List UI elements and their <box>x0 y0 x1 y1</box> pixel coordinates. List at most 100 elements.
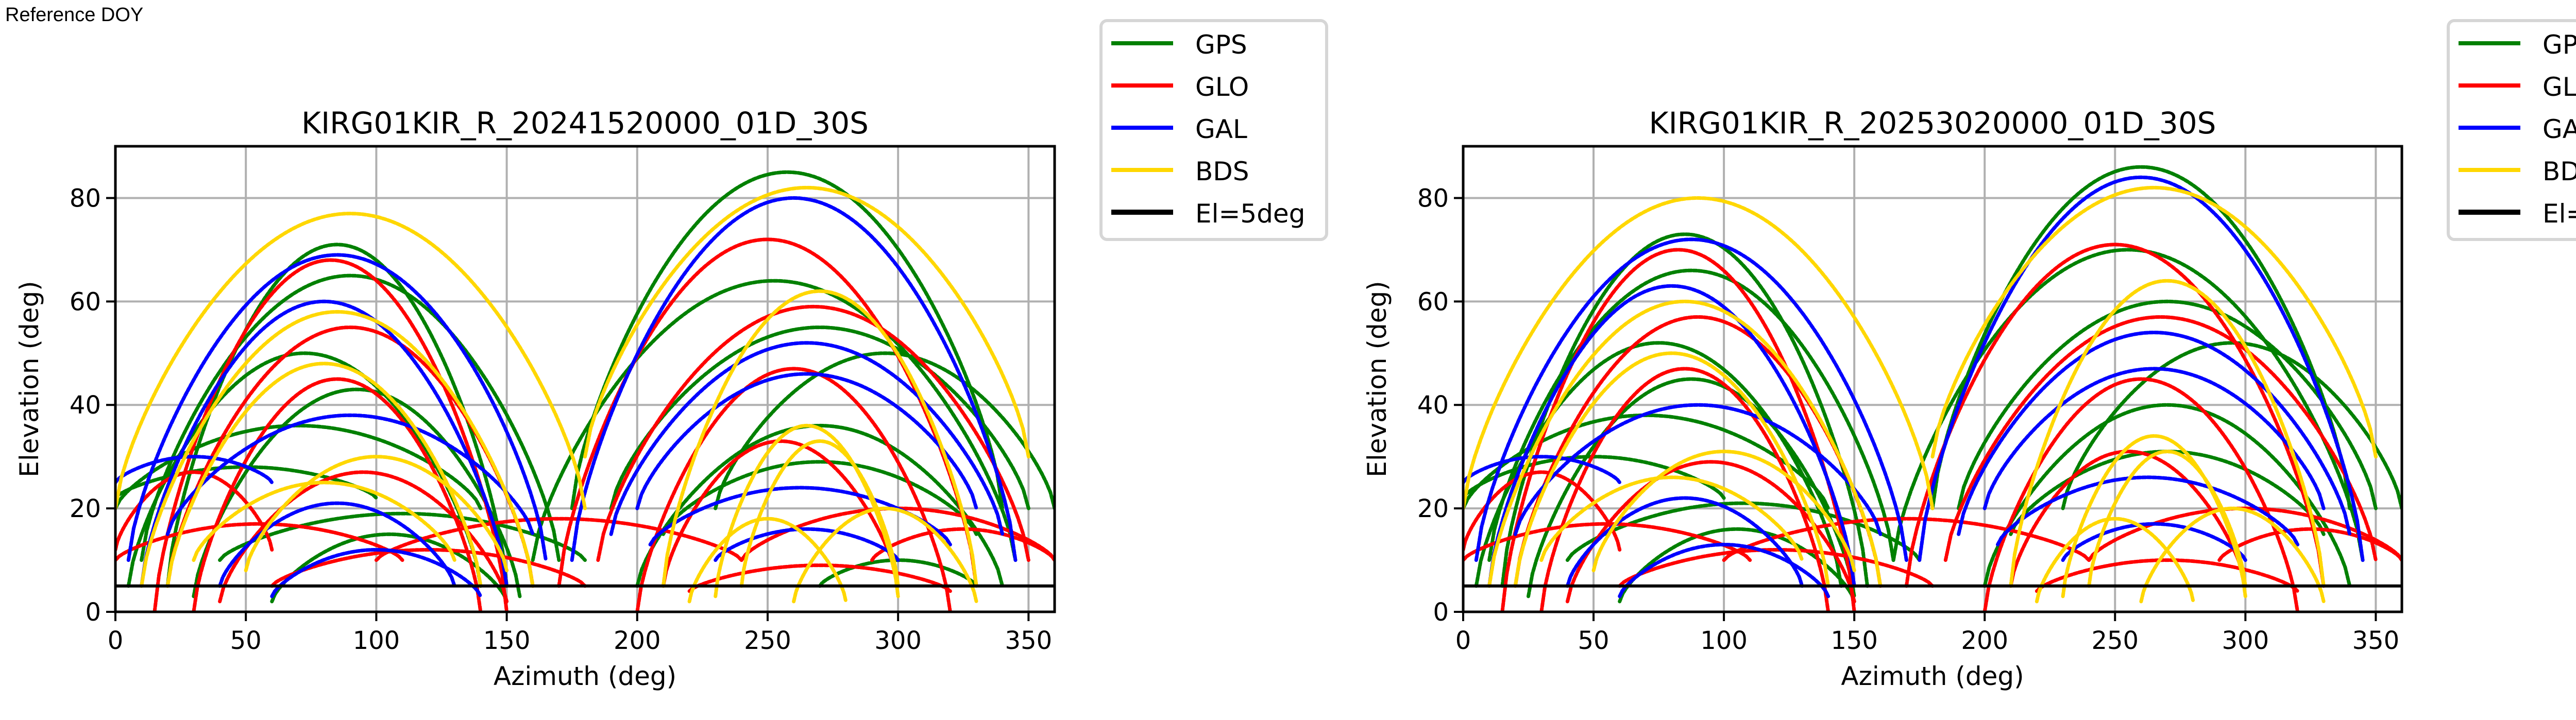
arc-gal <box>714 527 900 562</box>
arc-gps <box>714 351 1055 510</box>
arc-gal <box>126 253 548 562</box>
arc-glo <box>1943 315 2378 562</box>
legend-label: GAL <box>1195 114 1247 144</box>
x-axis-label: Azimuth (deg) <box>1841 661 2024 691</box>
arc-bds <box>2087 450 2247 588</box>
arc-gal <box>1982 367 2326 510</box>
chart-1: 0 50 100 150 200 250 300 350 0 20 40 60 80 KIRG01KIR_… <box>14 19 1328 691</box>
arc-gal <box>1918 175 2365 562</box>
x-tick-label: 100 <box>353 626 400 655</box>
arc-glo <box>596 304 1030 562</box>
arc-glo <box>270 548 587 588</box>
legend-box <box>1099 19 1328 241</box>
arc-gps <box>2061 341 2402 510</box>
arc-gal <box>1474 237 1908 562</box>
arc-gps <box>1957 299 2378 510</box>
arc-glo <box>1618 548 1935 588</box>
arc-bds <box>739 439 900 588</box>
arc-gal <box>1463 455 1622 485</box>
legend: GPS GLO GAL BDS El=5deg <box>2447 19 2576 241</box>
arc-gal <box>648 486 952 546</box>
arc-glo <box>1500 248 1856 612</box>
arc-gps <box>635 423 1005 588</box>
figure-label: Reference DOY <box>5 4 144 26</box>
x-tick-label: 150 <box>483 626 531 655</box>
legend-label: BDS <box>2543 157 2576 186</box>
arc-glo <box>218 470 509 604</box>
arc-bds <box>1487 299 1883 588</box>
arc-gps <box>661 460 978 536</box>
legend-label: El=5deg <box>1195 199 1305 229</box>
y-tick-label: 40 <box>70 391 101 420</box>
arc-gal <box>218 501 456 588</box>
x-tick-label: 100 <box>1700 626 1748 655</box>
arc-bds <box>1539 475 1804 562</box>
arc-gal <box>1957 331 2352 536</box>
y-axis-label: Elevation (deg) <box>1362 281 1392 477</box>
arc-glo <box>870 527 1055 562</box>
arc-glo <box>2217 527 2402 562</box>
arc-glo <box>1539 367 1831 612</box>
arc-bds <box>1591 450 1856 573</box>
arc-gal <box>609 341 1005 536</box>
arc-gps <box>531 279 1018 562</box>
y-tick-label: 20 <box>70 494 101 523</box>
y-tick-label: 40 <box>1417 391 1449 420</box>
x-tick-label: 50 <box>230 626 262 655</box>
legend-box <box>2447 19 2576 241</box>
legend-label: GAL <box>2543 114 2576 144</box>
x-tick-label: 200 <box>1961 626 2008 655</box>
arc-gps <box>570 170 1005 510</box>
arc-gal <box>1618 542 1831 598</box>
y-tick-label: 60 <box>1417 287 1449 316</box>
arc-gps <box>218 511 587 562</box>
legend-label: BDS <box>1195 157 1249 186</box>
arc-glo <box>635 367 952 612</box>
x-tick-label: 200 <box>614 626 661 655</box>
x-tick-label: 350 <box>2352 626 2400 655</box>
y-tick-label: 80 <box>70 184 101 213</box>
x-tick-label: 350 <box>1005 626 1053 655</box>
arc-gal <box>1996 475 2300 546</box>
y-tick-label: 60 <box>70 287 101 316</box>
arc-glo <box>1565 460 1856 604</box>
arc-gps <box>1487 268 1895 562</box>
chart-2: 0 50 100 150 200 250 300 350 0 20 40 60 80 KIRG01KIR_… <box>1362 19 2576 691</box>
x-tick-label: 50 <box>1578 626 1609 655</box>
y-tick-label: 0 <box>85 598 101 627</box>
y-tick-label: 80 <box>1417 184 1449 213</box>
arc-gal <box>1513 403 1883 536</box>
arc-bds <box>792 506 978 604</box>
chart-title: KIRG01KIR_R_20253020000_01D_30S <box>1649 106 2216 141</box>
arc-gps <box>609 325 1030 510</box>
y-tick-label: 0 <box>1433 598 1449 627</box>
arc-gps <box>1618 527 1856 604</box>
arc-gps <box>1982 403 2352 588</box>
arc-glo <box>2035 558 2300 593</box>
x-tick-label: 0 <box>1455 626 1471 655</box>
arc-bds <box>1930 185 2378 459</box>
arc-gal <box>1565 496 1804 588</box>
arc-gal <box>140 299 509 588</box>
arc-gps <box>140 273 561 562</box>
x-tick-label: 250 <box>744 626 791 655</box>
x-axis-label: Azimuth (deg) <box>494 661 676 691</box>
arc-gal <box>635 372 978 510</box>
axes-frame <box>114 145 1056 613</box>
arc-glo <box>687 563 952 593</box>
x-tick-label: 300 <box>2222 626 2269 655</box>
x-tick-label: 300 <box>874 626 922 655</box>
arc-glo <box>1982 377 2300 612</box>
arc-bds <box>2009 279 2326 588</box>
arc-bds <box>115 212 587 510</box>
y-axis-label: Elevation (deg) <box>14 281 44 477</box>
legend-label: GLO <box>2543 72 2576 102</box>
legend-label: El=5deg <box>2543 199 2576 229</box>
y-tick-label: 20 <box>1417 494 1449 523</box>
arc-bds <box>583 185 1030 459</box>
legend-label: GPS <box>2543 30 2576 60</box>
x-tick-label: 250 <box>2091 626 2139 655</box>
legend: GPS GLO GAL BDS El=5deg <box>1099 19 1328 241</box>
arc-gal <box>270 548 483 598</box>
